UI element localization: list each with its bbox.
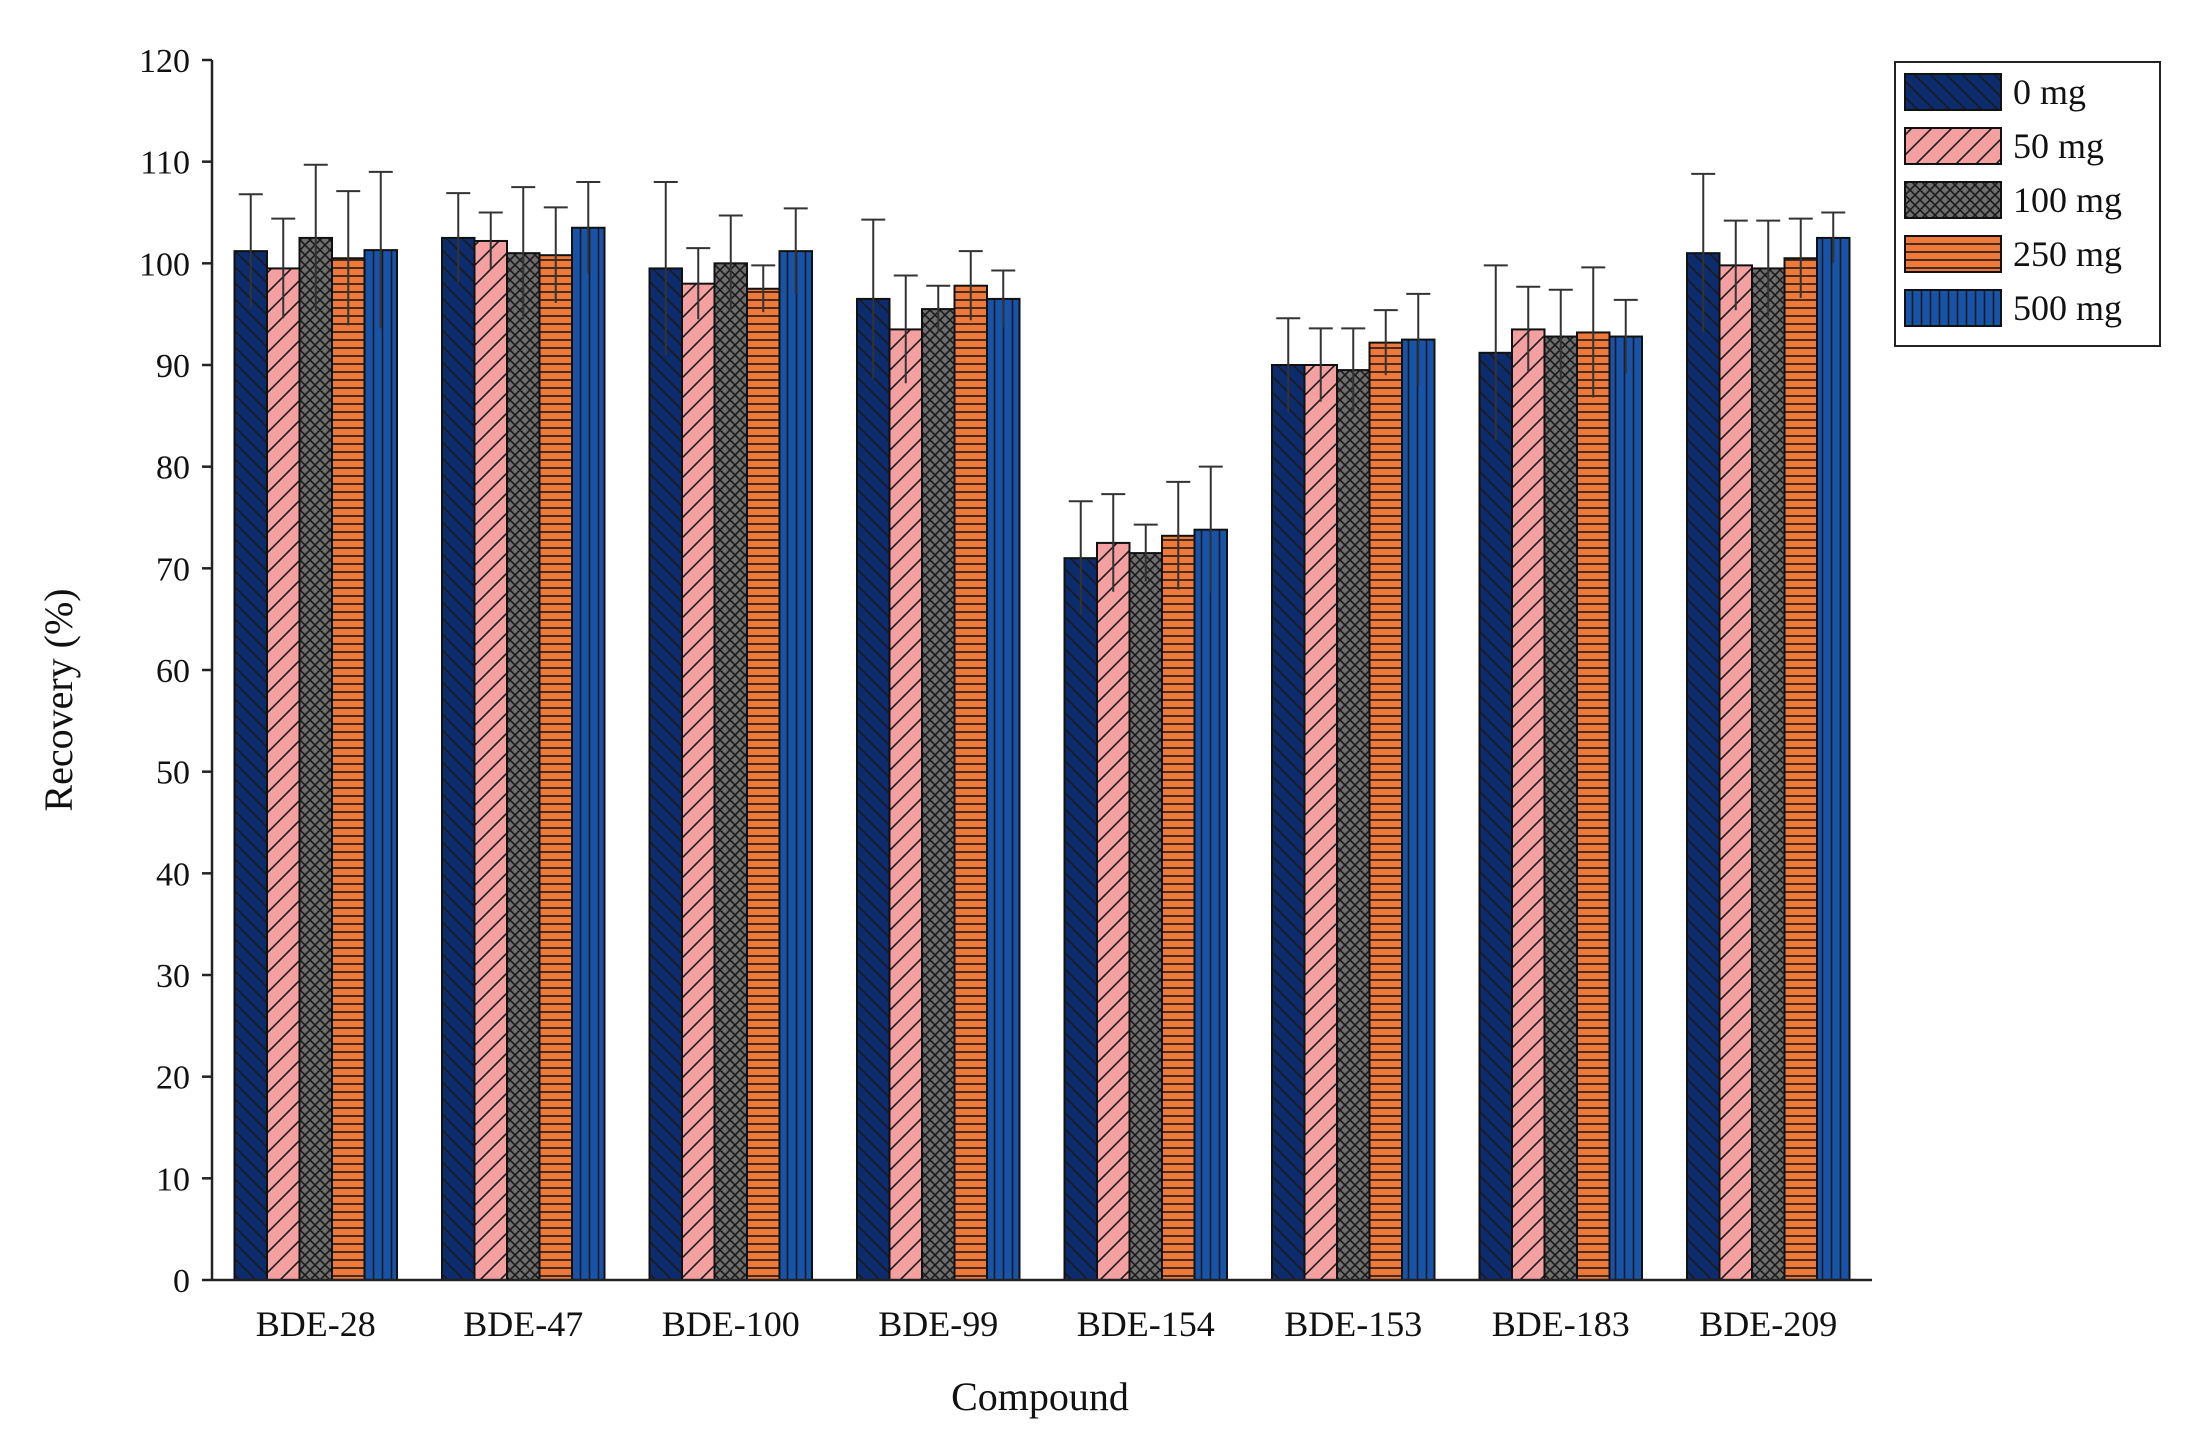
- bar: [746, 287, 781, 1281]
- bar: [1096, 541, 1131, 1281]
- bar-group-bde-209: [1686, 172, 1851, 1282]
- bar: [681, 282, 716, 1281]
- bar: [1783, 257, 1818, 1281]
- y-tick-label: 60: [156, 653, 190, 690]
- bar: [1751, 267, 1786, 1281]
- x-tick-label: BDE-153: [1284, 1304, 1422, 1344]
- y-axis-title: Recovery (%): [36, 588, 81, 811]
- y-tick-label: 40: [156, 856, 190, 893]
- bar: [298, 236, 333, 1282]
- y-tick-label: 80: [156, 450, 190, 487]
- bar: [1063, 557, 1098, 1281]
- y-tick-label: 10: [156, 1161, 190, 1198]
- y-tick-label: 30: [156, 958, 190, 995]
- bar: [1271, 364, 1306, 1281]
- bar: [648, 267, 683, 1281]
- legend-label: 0 mg: [2013, 72, 2086, 112]
- x-tick-label: BDE-47: [463, 1304, 583, 1344]
- x-tick-label: BDE-28: [256, 1304, 376, 1344]
- bar: [1303, 364, 1338, 1281]
- bar: [888, 328, 923, 1281]
- bar-group-bde-28: [233, 163, 398, 1282]
- bar: [331, 257, 366, 1281]
- y-tick-label: 70: [156, 551, 190, 588]
- bar: [856, 297, 891, 1281]
- bar: [266, 267, 301, 1281]
- legend-swatch: [1904, 235, 2002, 273]
- bar-group-bde-100: [648, 181, 813, 1282]
- y-tick-label: 90: [156, 348, 190, 385]
- legend-item: 100 mg: [1904, 180, 2122, 220]
- bar: [1161, 534, 1196, 1281]
- bar: [363, 249, 398, 1281]
- x-tick-label: BDE-209: [1699, 1304, 1837, 1344]
- legend-item: 0 mg: [1904, 72, 2086, 112]
- y-tick-label: 110: [140, 145, 190, 182]
- bar: [1511, 328, 1546, 1281]
- y-tick-label: 120: [139, 43, 190, 80]
- bar: [986, 297, 1021, 1281]
- bar: [1686, 252, 1721, 1282]
- bar-group-bde-154: [1063, 465, 1228, 1281]
- bar: [953, 284, 988, 1281]
- y-tick-label: 50: [156, 755, 190, 792]
- bar: [1193, 528, 1228, 1281]
- legend-swatch: [1904, 181, 2002, 219]
- bar: [506, 252, 541, 1282]
- legend-label: 250 mg: [2013, 234, 2122, 274]
- bar-group-bde-153: [1271, 292, 1436, 1282]
- bar-group-bde-47: [441, 181, 606, 1282]
- bars: [233, 163, 1851, 1282]
- legend: 0 mg 50 mg 100 mg 250 mg 500 mg: [1894, 61, 2161, 347]
- bar: [1478, 351, 1513, 1281]
- bar: [538, 254, 573, 1282]
- legend-label: 500 mg: [2013, 288, 2122, 328]
- legend-item: 50 mg: [1904, 126, 2104, 166]
- bar: [473, 239, 508, 1281]
- bar: [1608, 335, 1643, 1281]
- bar: [778, 250, 813, 1282]
- bar: [713, 262, 748, 1282]
- legend-label: 50 mg: [2013, 126, 2104, 166]
- legend-swatch: [1904, 289, 2002, 327]
- legend-swatch: [1904, 73, 2002, 111]
- legend-item: 500 mg: [1904, 288, 2122, 328]
- bar: [233, 250, 268, 1282]
- x-tick-label: BDE-99: [878, 1304, 998, 1344]
- y-tick-label: 0: [173, 1263, 190, 1300]
- legend-item: 250 mg: [1904, 234, 2122, 274]
- x-axis-title: Compound: [951, 1374, 1129, 1419]
- y-tick-label: 100: [139, 246, 190, 283]
- bar: [1718, 264, 1753, 1282]
- bar: [1368, 341, 1403, 1281]
- legend-label: 100 mg: [2013, 180, 2122, 220]
- bar: [1816, 236, 1851, 1282]
- bar: [921, 308, 956, 1282]
- x-axis: BDE-28 BDE-47 BDE-100 BDE-99 BDE-154 BDE-153 B…: [212, 1278, 1872, 1344]
- bar: [1128, 552, 1163, 1281]
- bar: [571, 226, 606, 1281]
- bar: [1336, 369, 1371, 1282]
- x-tick-label: BDE-100: [662, 1304, 800, 1344]
- x-tick-label: BDE-183: [1492, 1304, 1630, 1344]
- x-tick-label: BDE-154: [1077, 1304, 1215, 1344]
- y-axis: 0 10 20 30 40 50 60 70 80 90 100 110 120: [139, 43, 214, 1300]
- y-tick-label: 20: [156, 1060, 190, 1097]
- bar: [441, 236, 476, 1282]
- bar-group-bde-99: [856, 218, 1021, 1282]
- bar: [1543, 335, 1578, 1281]
- bar: [1576, 331, 1611, 1281]
- bar-group-bde-183: [1478, 264, 1643, 1281]
- bar: [1401, 338, 1436, 1282]
- legend-swatch: [1904, 127, 2002, 165]
